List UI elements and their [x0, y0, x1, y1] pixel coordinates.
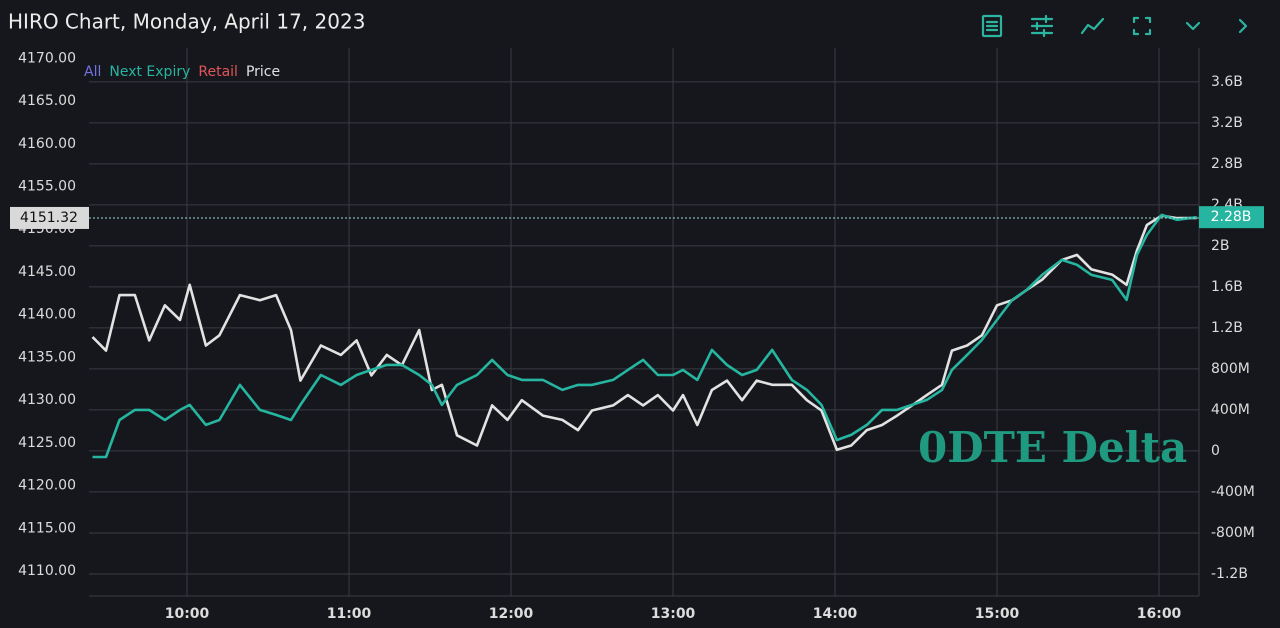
chevron-down-icon[interactable] — [1185, 21, 1201, 31]
y2-tick-label: -800M — [1211, 525, 1255, 541]
legend-entry[interactable]: Price — [246, 64, 280, 80]
watermark: 0DTE Delta — [918, 423, 1187, 472]
y2-tick-label: 3.2B — [1211, 115, 1243, 131]
settings-icon[interactable] — [1030, 14, 1054, 38]
y2-tick-label: 400M — [1211, 402, 1250, 418]
legend-entry[interactable]: Retail — [198, 64, 238, 80]
y-tick-label: 4130.00 — [18, 392, 76, 408]
y2-tick-label: -1.2B — [1211, 566, 1248, 582]
x-tick-label: 12:00 — [489, 606, 534, 622]
y2-tick-label: 1.2B — [1211, 320, 1243, 336]
y-tick-label: 4140.00 — [18, 307, 76, 323]
y2-tick-label: 800M — [1211, 361, 1250, 377]
x-tick-label: 10:00 — [165, 606, 210, 622]
y-tick-label: 4165.00 — [18, 93, 76, 109]
y-tick-label: 4110.00 — [18, 563, 76, 579]
x-tick-label: 15:00 — [975, 606, 1020, 622]
x-tick-label: 14:00 — [813, 606, 858, 622]
y-tick-label: 4170.00 — [18, 50, 76, 66]
y-tick-label: 4135.00 — [18, 349, 76, 365]
y2-tick-label: -400M — [1211, 484, 1255, 500]
current-price-box — [10, 206, 89, 229]
y2-tick-label: 2B — [1211, 238, 1230, 254]
y2-tick-label: 3.6B — [1211, 74, 1243, 90]
x-tick-label: 16:00 — [1137, 606, 1182, 622]
table-icon[interactable] — [981, 14, 1003, 38]
chart-title: HIRO Chart, Monday, April 17, 2023 — [8, 10, 365, 34]
y2-tick-label: 1.6B — [1211, 279, 1243, 295]
y-tick-label: 4155.00 — [18, 178, 76, 194]
line-icon[interactable] — [1080, 17, 1105, 35]
current-price-label: 4151.32 — [20, 210, 78, 226]
y-tick-label: 4115.00 — [18, 520, 76, 536]
current-delta-label: 2.28B — [1211, 209, 1252, 225]
current-delta-box — [1199, 206, 1264, 229]
toolbar — [981, 14, 1248, 38]
series-line — [92, 213, 1197, 459]
y2-tick-label: 0 — [1211, 443, 1220, 459]
y-tick-label: 4160.00 — [18, 136, 76, 152]
y2-tick-label: 2.8B — [1211, 156, 1243, 172]
x-tick-label: 11:00 — [327, 606, 372, 622]
legend-entry[interactable]: All — [84, 64, 101, 80]
legend-entry[interactable]: Next Expiry — [109, 64, 190, 80]
y-tick-label: 4145.00 — [18, 264, 76, 280]
y-tick-label: 4125.00 — [18, 435, 76, 451]
fullscreen-icon[interactable] — [1132, 16, 1152, 36]
chevron-right-icon[interactable] — [1238, 18, 1248, 34]
x-tick-label: 13:00 — [651, 606, 696, 622]
y-tick-label: 4120.00 — [18, 478, 76, 494]
